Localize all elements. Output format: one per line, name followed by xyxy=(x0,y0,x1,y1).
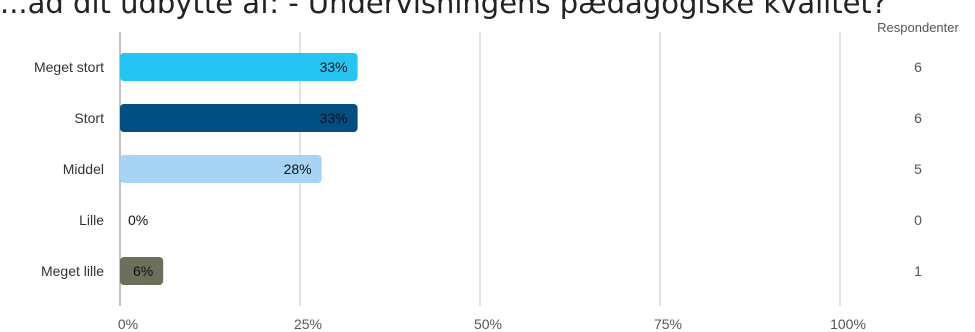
x-tick-label: 25% xyxy=(294,316,322,332)
value-labels: 33% 33% 28% 0% 6% xyxy=(128,59,348,279)
category-labels: Meget stort Stort Middel Lille Meget lille xyxy=(34,59,104,279)
value-label: 0% xyxy=(128,212,148,228)
value-label: 28% xyxy=(284,161,312,177)
x-tick-label: 0% xyxy=(118,316,138,332)
bars xyxy=(120,53,358,285)
respondent-count: 6 xyxy=(914,59,922,75)
respondent-count: 1 xyxy=(914,263,922,279)
bar xyxy=(120,104,358,132)
respondent-count: 5 xyxy=(914,161,922,177)
category-label: Meget stort xyxy=(34,59,104,75)
bar xyxy=(120,155,322,183)
category-label: Stort xyxy=(74,110,104,126)
x-tick-label: 100% xyxy=(830,316,866,332)
chart-title: ...ad dit udbytte af: - Undervisningens … xyxy=(0,0,888,20)
value-label: 33% xyxy=(320,59,348,75)
category-label: Lille xyxy=(79,212,104,228)
respondent-counts: 6 6 5 0 1 xyxy=(914,59,922,279)
value-label: 6% xyxy=(133,263,153,279)
category-label: Meget lille xyxy=(41,263,104,279)
category-label: Middel xyxy=(63,161,104,177)
value-label: 33% xyxy=(320,110,348,126)
x-tick-labels: 0% 25% 50% 75% 100% xyxy=(118,316,866,332)
respondent-count: 6 xyxy=(914,110,922,126)
respondents-header: Respondenter xyxy=(877,20,959,35)
bar xyxy=(120,53,358,81)
bar xyxy=(120,257,164,285)
respondent-count: 0 xyxy=(914,212,922,228)
x-tick-label: 75% xyxy=(654,316,682,332)
x-tick-label: 50% xyxy=(474,316,502,332)
